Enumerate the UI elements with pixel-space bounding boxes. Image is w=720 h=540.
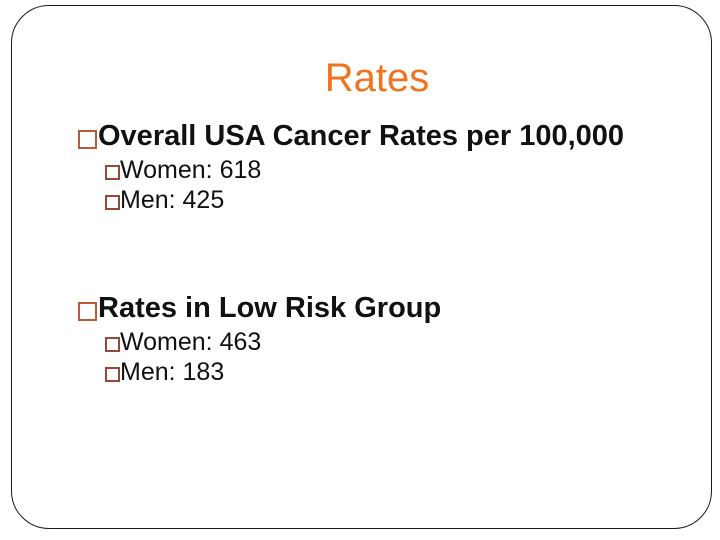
bullet-square-icon [78, 129, 97, 149]
section-heading-text: Overall USA Cancer Rates per 100,000 [98, 120, 625, 152]
list-item-text: Men: 425 [120, 186, 225, 214]
bullet-square-icon [105, 336, 120, 352]
bullet-square-icon [105, 366, 120, 382]
section-1-item-men: Men: 425 [105, 185, 224, 215]
slide-border-frame [11, 5, 712, 529]
section-1-item-women: Women: 618 [105, 155, 261, 185]
section-2-item-men: Men: 183 [105, 357, 224, 387]
section-heading-text: Rates in Low Risk Group [98, 292, 442, 324]
section-2-heading-row: Rates in Low Risk Group [78, 291, 441, 325]
bullet-square-icon [105, 194, 120, 210]
list-item-text: Men: 183 [120, 358, 225, 386]
bullet-square-icon [78, 301, 97, 321]
bullet-square-icon [105, 164, 120, 180]
section-2-item-women: Women: 463 [105, 327, 261, 357]
list-item-text: Women: 463 [120, 328, 262, 356]
list-item-text: Women: 618 [120, 156, 262, 184]
slide-title: Rates [324, 56, 430, 100]
section-1-heading-row: Overall USA Cancer Rates per 100,000 [78, 119, 624, 153]
